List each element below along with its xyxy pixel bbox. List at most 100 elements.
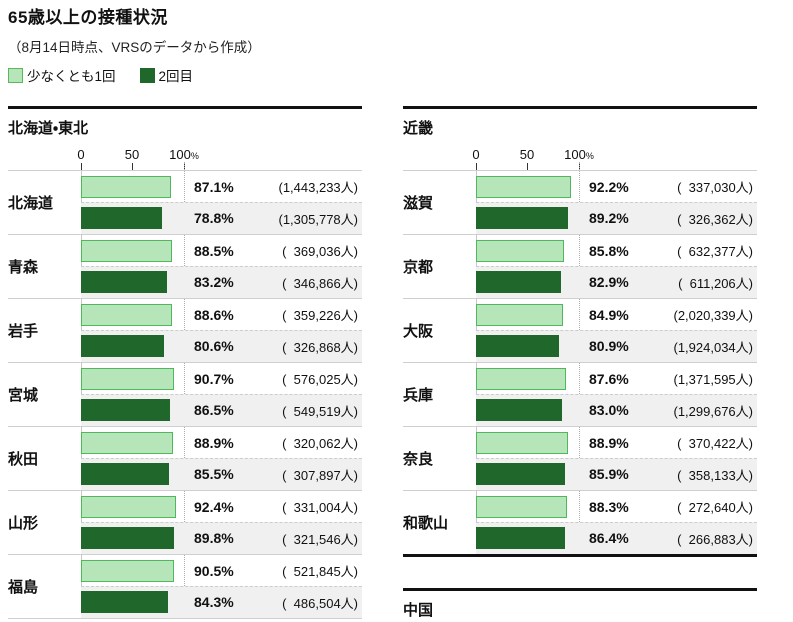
dose2-count: ( 358,133人) — [677, 467, 753, 483]
dose1-subrow: 90.5% ( 521,845人) — [8, 555, 362, 586]
page-subtitle: （8月14日時点、VRSのデータから作成） — [8, 40, 261, 55]
dose1-subrow: 85.8% ( 632,377人) — [403, 235, 757, 266]
axis-unit: % — [190, 151, 199, 161]
dose2-count: ( 326,868人) — [282, 339, 358, 355]
dose1-count: ( 576,025人) — [282, 372, 358, 387]
dose2-count: ( 266,883人) — [677, 531, 753, 547]
dose2-subrow: 85.9% ( 358,133人) — [403, 458, 757, 490]
dose2-bar — [81, 271, 167, 293]
prefecture-row: 兵庫 87.6% (1,371,595人) 83.0% (1,299,676人) — [403, 362, 757, 426]
dose2-percent: 89.2% — [589, 210, 629, 226]
dose1-subrow: 88.6% ( 359,226人) — [8, 299, 362, 330]
axis-tick-label-0: 0 — [472, 147, 480, 162]
dose1-bar — [476, 496, 567, 518]
dose2-count: ( 326,362人) — [677, 211, 753, 227]
dose1-percent: 92.4% — [194, 498, 234, 515]
dose1-percent: 88.6% — [194, 306, 234, 323]
dose1-subrow: 92.2% ( 337,030人) — [403, 171, 757, 202]
dose2-subrow: 86.4% ( 266,883人) — [403, 522, 757, 554]
prefecture-row: 秋田 88.9% ( 320,062人) 85.5% ( 307,897人) — [8, 426, 362, 490]
prefecture-row: 滋賀 92.2% ( 337,030人) 89.2% ( 326,362人) — [403, 170, 757, 234]
prefecture-label: 岩手 — [8, 323, 39, 340]
axis: 0 50 100% — [8, 140, 362, 170]
prefecture-row: 大阪 84.9% (2,020,339人) 80.9% (1,924,034人) — [403, 298, 757, 362]
dose1-subrow: 87.6% (1,371,595人) — [403, 363, 757, 394]
prefecture-label: 京都 — [403, 259, 434, 276]
prefecture-label: 北海道 — [8, 195, 54, 212]
dose2-percent: 86.5% — [194, 402, 234, 418]
legend-label-dose1: 少なくとも1回 — [27, 69, 116, 84]
axis-tick-label-100: 100% — [564, 147, 594, 162]
dose1-percent: 87.6% — [589, 370, 629, 387]
legend-swatch-dose2-icon — [139, 67, 155, 83]
dose1-bar — [81, 496, 177, 518]
prefecture-label: 大阪 — [403, 323, 434, 340]
dose2-count: ( 486,504人) — [282, 595, 358, 611]
prefecture-label: 和歌山 — [403, 515, 449, 532]
dose1-count: ( 521,845人) — [282, 564, 358, 579]
dose1-subrow: 84.9% (2,020,339人) — [403, 299, 757, 330]
dose2-count: (1,305,778人) — [278, 211, 359, 227]
section-title: 北海道・東北 — [8, 120, 89, 137]
prefecture-row: 宮城 90.7% ( 576,025人) 86.5% ( 549,519人) — [8, 362, 362, 426]
dose1-bar — [476, 240, 565, 262]
dose2-bar — [81, 207, 163, 229]
region-section: 近畿 0 50 100% 滋賀 92.2% ( 337,030人) 89.2% … — [403, 106, 757, 557]
dose2-percent: 83.2% — [194, 274, 234, 290]
dose1-bar — [476, 304, 564, 326]
prefecture-row: 山形 92.4% ( 331,004人) 89.8% ( 321,546人) — [8, 490, 362, 554]
legend-item-dose1: 少なくとも1回 — [8, 65, 116, 85]
prefecture-label: 山形 — [8, 515, 39, 532]
dose1-percent: 87.1% — [194, 178, 234, 195]
dose1-subrow: 92.4% ( 331,004人) — [8, 491, 362, 522]
dose2-subrow: 83.0% (1,299,676人) — [403, 394, 757, 426]
dose2-percent: 85.5% — [194, 466, 234, 482]
dose2-percent: 80.9% — [589, 338, 629, 354]
axis-tick-0-icon — [476, 163, 477, 170]
dose2-percent: 84.3% — [194, 594, 234, 610]
axis-tick-50-icon — [132, 163, 133, 170]
dose2-bar — [81, 527, 174, 549]
prefecture-row: 奈良 88.9% ( 370,422人) 85.9% ( 358,133人) — [403, 426, 757, 490]
dose1-percent: 88.9% — [589, 434, 629, 451]
dose1-bar — [476, 176, 571, 198]
region-section: 北海道・東北 0 50 100% 北海道 87.1% (1,443,233人) … — [8, 106, 362, 619]
dose1-count: ( 331,004人) — [282, 500, 358, 515]
dose2-bar — [81, 591, 168, 613]
dose2-percent: 86.4% — [589, 530, 629, 546]
dose2-subrow: 78.8% (1,305,778人) — [8, 202, 362, 234]
dose1-count: ( 359,226人) — [282, 308, 358, 323]
dose2-bar — [81, 335, 164, 357]
dose2-bar — [81, 399, 171, 421]
dose2-subrow: 86.5% ( 549,519人) — [8, 394, 362, 426]
section-top-rule — [8, 106, 362, 109]
dose2-bar — [476, 399, 562, 421]
dose1-count: (2,020,339人) — [673, 308, 754, 323]
dose2-subrow: 84.3% ( 486,504人) — [8, 586, 362, 618]
dose2-percent: 89.8% — [194, 530, 234, 546]
dose2-percent: 80.6% — [194, 338, 234, 354]
dose1-bar — [81, 432, 173, 454]
dose2-count: (1,924,034人) — [673, 339, 754, 355]
dose2-subrow: 89.8% ( 321,546人) — [8, 522, 362, 554]
dose1-subrow: 88.3% ( 272,640人) — [403, 491, 757, 522]
dose2-subrow: 85.5% ( 307,897人) — [8, 458, 362, 490]
prefecture-row: 京都 85.8% ( 632,377人) 82.9% ( 611,206人) — [403, 234, 757, 298]
axis: 0 50 100% — [403, 140, 757, 170]
dose1-count: (1,371,595人) — [673, 372, 754, 387]
dose1-percent: 90.5% — [194, 562, 234, 579]
axis-tick-0-icon — [81, 163, 82, 170]
rows: 滋賀 92.2% ( 337,030人) 89.2% ( 326,362人) 京… — [403, 162, 757, 557]
section-title: 中国 — [403, 602, 434, 619]
prefecture-row: 岩手 88.6% ( 359,226人) 80.6% ( 326,868人) — [8, 298, 362, 362]
dose1-bar — [81, 304, 173, 326]
dose1-percent: 92.2% — [589, 178, 629, 195]
dose1-count: (1,443,233人) — [278, 180, 359, 195]
dose2-percent: 85.9% — [589, 466, 629, 482]
dose1-percent: 90.7% — [194, 370, 234, 387]
dose1-count: ( 272,640人) — [677, 500, 753, 515]
dose1-subrow: 88.9% ( 370,422人) — [403, 427, 757, 458]
gridline-100pct — [184, 162, 185, 618]
prefecture-row: 青森 88.5% ( 369,036人) 83.2% ( 346,866人) — [8, 234, 362, 298]
section-top-rule — [403, 588, 757, 591]
